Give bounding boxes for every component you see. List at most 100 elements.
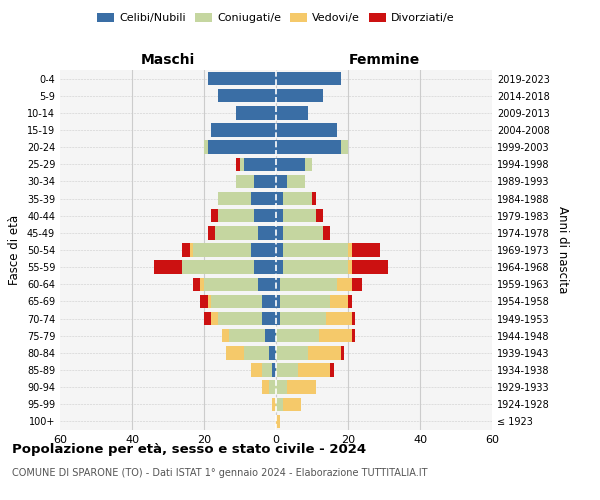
Bar (272, 364, 276, 376)
Bar (276, 278, 280, 291)
Bar (218, 312, 262, 326)
Y-axis label: Anni di nascita: Anni di nascita (556, 206, 569, 294)
Bar (276, 226, 283, 239)
Bar (276, 140, 341, 154)
Bar (208, 140, 276, 154)
Bar (204, 312, 211, 326)
Bar (262, 294, 276, 308)
Bar (276, 106, 308, 120)
Bar (251, 364, 262, 376)
Bar (269, 346, 276, 360)
Text: COMUNE DI SPARONE (TO) - Dati ISTAT 1° gennaio 2024 - Elaborazione TUTTITALIA.IT: COMUNE DI SPARONE (TO) - Dati ISTAT 1° g… (12, 468, 427, 477)
Bar (265, 329, 276, 342)
Bar (218, 192, 251, 205)
Bar (211, 209, 218, 222)
Bar (319, 329, 352, 342)
Bar (229, 329, 265, 342)
Bar (312, 192, 316, 205)
Bar (276, 158, 305, 171)
Bar (208, 294, 211, 308)
Bar (276, 244, 283, 256)
Bar (272, 398, 276, 411)
Bar (316, 209, 323, 222)
Bar (251, 244, 276, 256)
Bar (211, 124, 276, 136)
Bar (262, 312, 276, 326)
Bar (251, 192, 276, 205)
Bar (352, 329, 355, 342)
Bar (276, 329, 319, 342)
Bar (276, 312, 280, 326)
Bar (211, 294, 262, 308)
Bar (226, 346, 244, 360)
Y-axis label: Fasce di età: Fasce di età (8, 215, 21, 285)
Bar (287, 174, 305, 188)
Text: Femmine: Femmine (349, 52, 419, 66)
Bar (269, 380, 276, 394)
Bar (204, 140, 208, 154)
Bar (218, 89, 276, 102)
Bar (254, 174, 276, 188)
Bar (182, 244, 190, 256)
Bar (276, 124, 337, 136)
Bar (208, 72, 276, 86)
Bar (330, 364, 334, 376)
Bar (283, 244, 348, 256)
Bar (258, 226, 276, 239)
Text: Popolazione per età, sesso e stato civile - 2024: Popolazione per età, sesso e stato civil… (12, 442, 366, 456)
Bar (236, 158, 240, 171)
Bar (280, 294, 330, 308)
Bar (276, 192, 283, 205)
Text: Maschi: Maschi (141, 52, 195, 66)
Bar (215, 226, 258, 239)
Bar (182, 260, 254, 274)
Bar (208, 226, 215, 239)
Bar (236, 106, 276, 120)
Bar (276, 414, 280, 428)
Bar (262, 364, 272, 376)
Bar (254, 209, 276, 222)
Bar (244, 346, 269, 360)
Bar (337, 278, 352, 291)
Bar (276, 364, 298, 376)
Bar (283, 209, 316, 222)
Bar (193, 244, 251, 256)
Bar (283, 260, 348, 274)
Bar (276, 294, 280, 308)
Bar (190, 244, 193, 256)
Bar (200, 294, 208, 308)
Bar (280, 278, 337, 291)
Bar (218, 209, 254, 222)
Bar (244, 158, 276, 171)
Bar (276, 209, 283, 222)
Bar (341, 140, 348, 154)
Bar (348, 294, 352, 308)
Bar (348, 260, 352, 274)
Bar (258, 278, 276, 291)
Bar (276, 174, 287, 188)
Bar (287, 380, 316, 394)
Bar (154, 260, 182, 274)
Bar (308, 346, 341, 360)
Bar (352, 244, 380, 256)
Bar (323, 226, 330, 239)
Bar (298, 364, 330, 376)
Bar (276, 72, 341, 86)
Bar (276, 89, 323, 102)
Bar (280, 312, 326, 326)
Bar (326, 312, 352, 326)
Bar (193, 278, 200, 291)
Bar (283, 192, 312, 205)
Bar (262, 380, 269, 394)
Bar (352, 278, 362, 291)
Bar (276, 398, 283, 411)
Bar (254, 260, 276, 274)
Bar (240, 158, 244, 171)
Bar (305, 158, 312, 171)
Bar (348, 244, 352, 256)
Bar (276, 380, 287, 394)
Bar (352, 260, 388, 274)
Legend: Celibi/Nubili, Coniugati/e, Vedovi/e, Divorziati/e: Celibi/Nubili, Coniugati/e, Vedovi/e, Di… (93, 8, 459, 28)
Bar (330, 294, 348, 308)
Bar (283, 226, 323, 239)
